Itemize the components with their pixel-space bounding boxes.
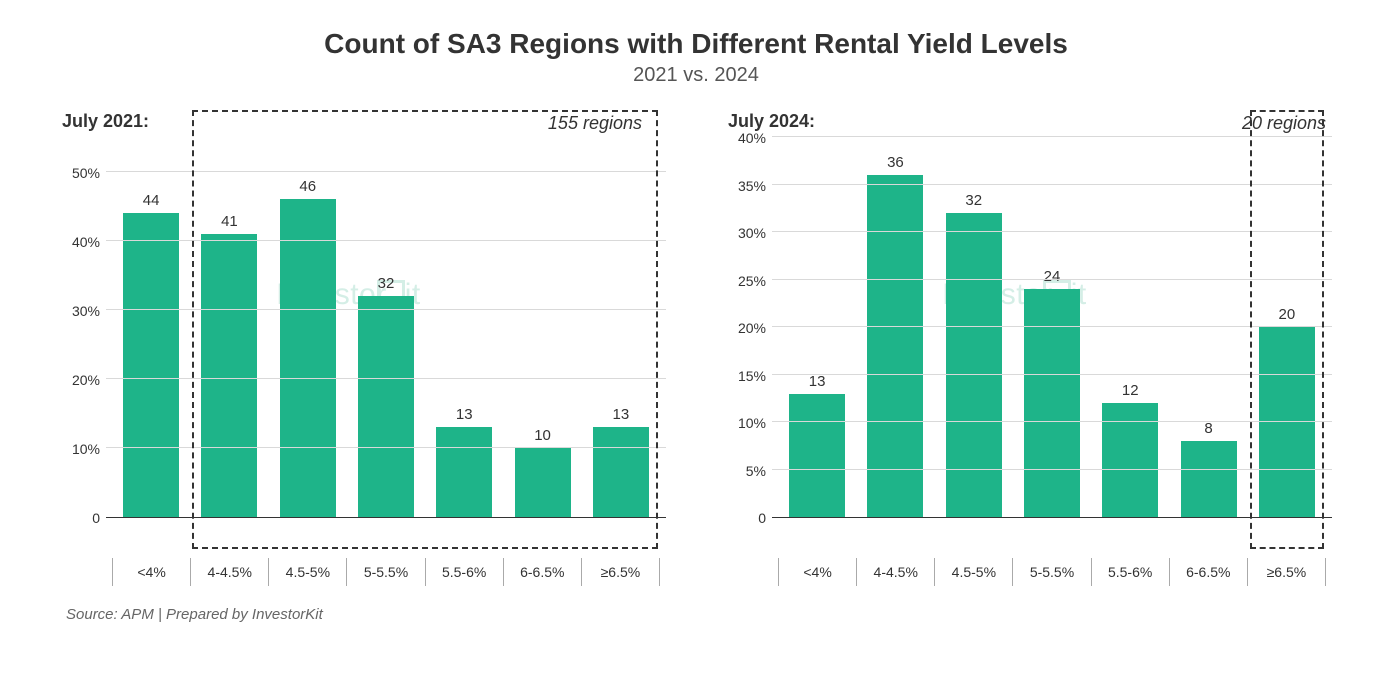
chart-title: Count of SA3 Regions with Different Rent… — [60, 28, 1332, 60]
panel-2021-xaxis: <4%4-4.5%4.5-5%5-5.5%5.5-6%6-6.5%≥6.5% — [106, 558, 666, 586]
panel-2021-plot: 010%20%30%40%50% Investorit 444146321310… — [60, 138, 666, 558]
bar-slot: 32 — [935, 138, 1013, 517]
bar — [436, 427, 492, 517]
bar — [358, 296, 414, 517]
bar-value-label: 32 — [965, 192, 982, 209]
bar-value-label: 10 — [534, 427, 551, 444]
gridline — [106, 378, 666, 379]
gridline — [772, 231, 1332, 232]
x-tick: 4-4.5% — [856, 558, 934, 586]
y-tick: 40% — [72, 234, 100, 250]
bar-value-label: 13 — [456, 406, 473, 423]
x-tick: 6-6.5% — [503, 558, 581, 586]
y-tick: 10% — [738, 415, 766, 431]
y-tick: 25% — [738, 273, 766, 289]
y-tick: 20% — [72, 372, 100, 388]
bar-slot: 10 — [503, 138, 581, 517]
panel-2024-bars-area: Investorit 1336322412820 — [772, 138, 1332, 518]
bar — [280, 199, 336, 517]
bar-value-label: 13 — [612, 406, 629, 423]
bar-slot: 41 — [190, 138, 268, 517]
bar — [789, 394, 845, 518]
bar-value-label: 8 — [1204, 420, 1212, 437]
y-tick: 30% — [738, 225, 766, 241]
x-tick: 5-5.5% — [346, 558, 424, 586]
bar-slot: 32 — [347, 138, 425, 517]
x-tick: 5.5-6% — [425, 558, 503, 586]
x-tick: ≥6.5% — [1247, 558, 1326, 586]
bar-slot: 46 — [269, 138, 347, 517]
gridline — [106, 240, 666, 241]
x-tick: 5-5.5% — [1012, 558, 1090, 586]
chart-subtitle: 2021 vs. 2024 — [60, 64, 1332, 87]
x-tick: ≥6.5% — [581, 558, 660, 586]
x-tick: 5.5-6% — [1091, 558, 1169, 586]
charts-row: July 2021: 155 regions 010%20%30%40%50% … — [60, 111, 1332, 586]
y-tick: 0 — [758, 510, 766, 526]
bar-value-label: 12 — [1122, 382, 1139, 399]
x-tick: 4.5-5% — [268, 558, 346, 586]
gridline — [772, 136, 1332, 137]
bar-slot: 24 — [1013, 138, 1091, 517]
bar — [946, 213, 1002, 517]
panel-2024-xaxis: <4%4-4.5%4.5-5%5-5.5%5.5-6%6-6.5%≥6.5% — [772, 558, 1332, 586]
bar — [1181, 441, 1237, 517]
bar — [593, 427, 649, 517]
gridline — [772, 279, 1332, 280]
bar — [123, 213, 179, 517]
x-tick: <4% — [778, 558, 856, 586]
y-tick: 15% — [738, 368, 766, 384]
bar — [1259, 327, 1315, 517]
bar-slot: 12 — [1091, 138, 1169, 517]
x-tick: 4.5-5% — [934, 558, 1012, 586]
bar — [867, 175, 923, 517]
x-tick: <4% — [112, 558, 190, 586]
panel-2024: July 2024: 20 regions 05%10%15%20%25%30%… — [726, 111, 1332, 586]
x-tick: 6-6.5% — [1169, 558, 1247, 586]
bar — [515, 448, 571, 517]
panel-2024-yaxis: 05%10%15%20%25%30%35%40% — [726, 138, 772, 518]
bar-value-label: 24 — [1044, 268, 1061, 285]
bar-value-label: 32 — [378, 275, 395, 292]
y-tick: 20% — [738, 320, 766, 336]
x-tick: 4-4.5% — [190, 558, 268, 586]
bar-slot: 13 — [778, 138, 856, 517]
bar-slot: 44 — [112, 138, 190, 517]
bar-value-label: 44 — [143, 192, 160, 209]
bar-value-label: 41 — [221, 213, 238, 230]
bar-slot: 20 — [1248, 138, 1326, 517]
bar-slot: 13 — [425, 138, 503, 517]
y-tick: 10% — [72, 441, 100, 457]
panel-2024-annotation: 20 regions — [1242, 113, 1326, 134]
y-tick: 35% — [738, 178, 766, 194]
bar-slot: 13 — [582, 138, 660, 517]
y-tick: 5% — [746, 463, 766, 479]
gridline — [772, 421, 1332, 422]
source-attribution: Source: APM | Prepared by InvestorKit — [60, 606, 1332, 623]
gridline — [772, 184, 1332, 185]
panel-2021-bars-area: Investorit 44414632131013 — [106, 138, 666, 518]
bar-value-label: 20 — [1278, 306, 1295, 323]
gridline — [106, 171, 666, 172]
bar-value-label: 36 — [887, 154, 904, 171]
gridline — [772, 469, 1332, 470]
panel-2021-annotation: 155 regions — [548, 113, 642, 134]
y-tick: 0 — [92, 510, 100, 526]
gridline — [106, 309, 666, 310]
bar — [1024, 289, 1080, 517]
y-tick: 40% — [738, 130, 766, 146]
bar-slot: 36 — [856, 138, 934, 517]
gridline — [772, 326, 1332, 327]
bar-value-label: 46 — [299, 178, 316, 195]
bar-slot: 8 — [1169, 138, 1247, 517]
bar-value-label: 13 — [809, 373, 826, 390]
y-tick: 50% — [72, 165, 100, 181]
gridline — [772, 374, 1332, 375]
panel-2021-yaxis: 010%20%30%40%50% — [60, 138, 106, 518]
panel-2021: July 2021: 155 regions 010%20%30%40%50% … — [60, 111, 666, 586]
panel-2024-plot: 05%10%15%20%25%30%35%40% Investorit 1336… — [726, 138, 1332, 558]
gridline — [106, 447, 666, 448]
y-tick: 30% — [72, 303, 100, 319]
bar — [201, 234, 257, 517]
